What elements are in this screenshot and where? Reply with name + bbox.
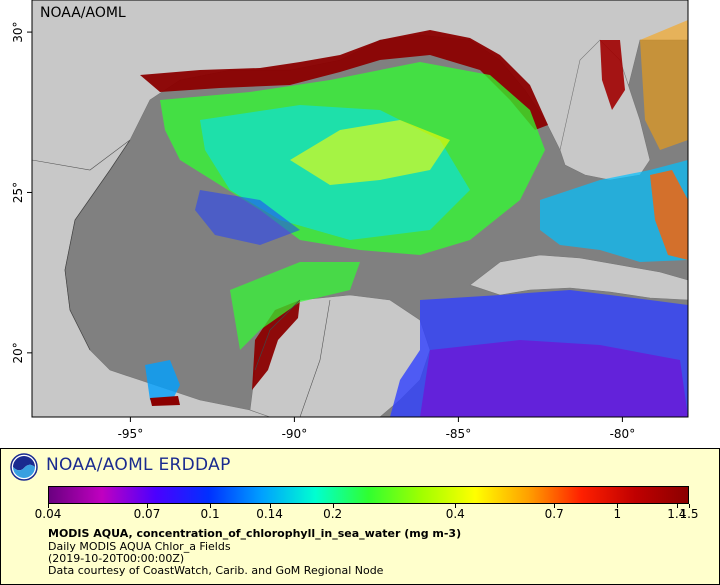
colorbar-tick-label: 0.14 [256, 507, 283, 521]
colorbar-tick-mark [269, 504, 271, 508]
colorbar-tick-label: 0.07 [133, 507, 161, 521]
chl-east-atlantic [640, 20, 688, 150]
lon-tick-label: -85° [446, 427, 472, 441]
lon-axis: -95° -90° -85° -80° [118, 417, 636, 441]
variable-title: MODIS AQUA, concentration_of_chlorophyll… [48, 527, 462, 540]
colorbar-tick-label: 0.04 [34, 507, 62, 521]
chl-straits [540, 160, 688, 262]
colorbar-tick-mark [146, 504, 148, 508]
colorbar-tick-mark [48, 504, 49, 508]
colorbar-tick-label: 0.2 [323, 507, 343, 521]
legend-panel [0, 448, 720, 585]
colorbar-tick-mark [210, 504, 212, 508]
colorbar-tick-label: 0.1 [200, 507, 220, 521]
colorbar-tick-label: 1 [613, 507, 622, 521]
colorbar-tick-mark [554, 504, 556, 508]
chl-yucatan-coast [252, 300, 300, 390]
chl-east-coast [600, 40, 625, 110]
lat-tick-label: 20° [11, 342, 25, 363]
colorbar-tick-mark [676, 504, 678, 508]
chl-yellow-streak [290, 120, 450, 185]
land-florida [559, 39, 651, 181]
map-frame: NOAA/AOML -95° -90° -85° -80° 20° 25° 30° [11, 0, 689, 441]
chl-gulf-blue [195, 190, 300, 245]
noaa-logo-icon [10, 453, 38, 481]
lat-tick-label: 30° [11, 21, 25, 42]
country-border [32, 139, 331, 417]
chl-caribbean-purple [420, 340, 688, 417]
colorbar [48, 486, 689, 504]
colorbar-tick-label: 1.4 [667, 507, 687, 521]
data-credit: Data courtesy of CoastWatch, Carib. and … [48, 564, 384, 577]
colorbar-tick-mark [455, 504, 457, 508]
lat-axis: 20° 25° 30° [11, 21, 32, 363]
colorbar-ticks: 0.04 0.07 0.1 0.14 0.2 0.4 0.7 1 1.4 1.5 [0, 504, 720, 524]
chlorophyll-map: NOAA/AOML -95° -90° -85° -80° 20° 25° 30° [11, 0, 689, 441]
colorbar-tick-label: 1.5 [679, 507, 699, 521]
chl-coast-north [140, 30, 548, 130]
lon-tick-label: -80° [610, 427, 636, 441]
colorbar-tick-mark [689, 504, 690, 508]
chl-small-blob-red [150, 396, 180, 406]
colorbar-tick-mark [332, 504, 334, 508]
map-watermark: NOAA/AOML [40, 5, 126, 21]
lat-tick-label: 25° [11, 182, 25, 203]
coastline [64, 139, 301, 371]
dataset-name: Daily MODIS AQUA Chlor_a Fields [48, 540, 231, 553]
chl-small-blob [145, 360, 180, 405]
chl-bahamas [650, 170, 688, 260]
colorbar-tick-label: 0.7 [544, 507, 564, 521]
land-cuba [469, 254, 688, 301]
colorbar-tick-label: 0.4 [445, 507, 465, 521]
dataset-time: (2019-10-20T00:00:00Z) [48, 552, 185, 565]
brand-title: NOAA/AOML ERDDAP [46, 455, 231, 475]
plot-border [31, 0, 689, 418]
colorbar-tick-mark [617, 504, 619, 508]
lon-tick-label: -95° [118, 427, 144, 441]
chl-bay-campeche [230, 262, 360, 350]
lon-tick-label: -90° [282, 427, 308, 441]
